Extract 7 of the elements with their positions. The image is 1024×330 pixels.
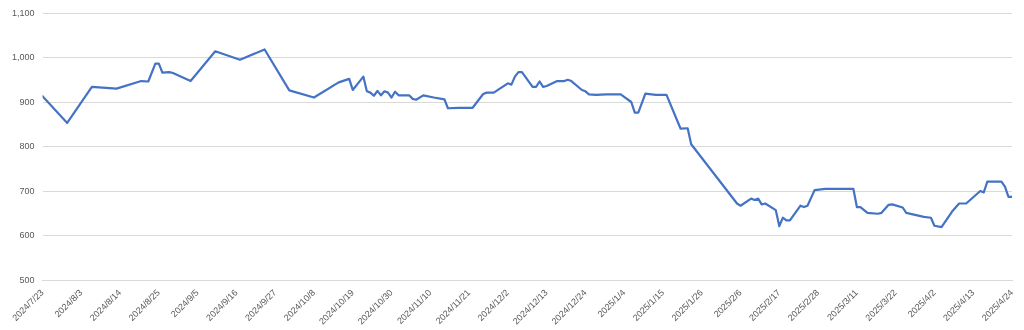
- y-tick-label: 700: [19, 185, 35, 196]
- y-tick-label: 900: [19, 96, 35, 107]
- y-tick-label: 1,100: [11, 7, 35, 18]
- y-tick-label: 500: [19, 275, 35, 285]
- y-tick-label: 800: [19, 141, 35, 152]
- y-tick-label: 600: [19, 230, 35, 241]
- y-tick-label: 1,000: [11, 52, 35, 63]
